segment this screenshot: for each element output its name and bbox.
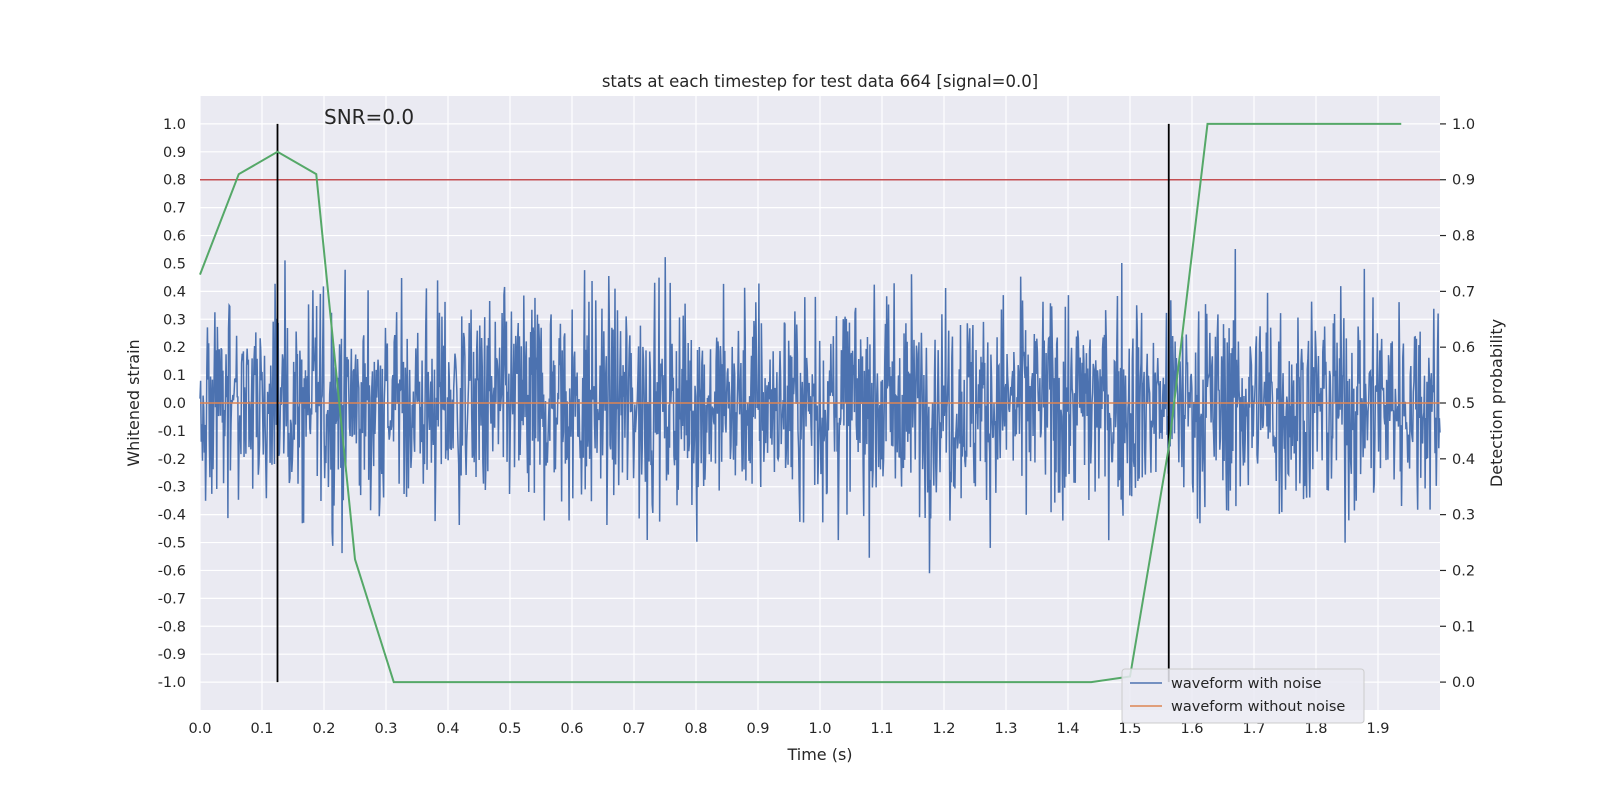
x-tick-label: 0.8 — [684, 721, 707, 737]
y2-tick-label: 1.0 — [1452, 117, 1475, 133]
y-tick-label: 0.1 — [163, 368, 186, 384]
y-tick-label: 0.3 — [163, 312, 186, 328]
x-tick-label: 1.5 — [1118, 721, 1141, 737]
x-tick-label: 1.0 — [808, 721, 831, 737]
series-detection-probability — [199, 122, 1402, 684]
x-tick-label: 0.1 — [250, 721, 273, 737]
y-tick-label: 0.2 — [163, 340, 186, 356]
y2-tick-label: 0.9 — [1452, 173, 1475, 189]
x-tick-label: 0.9 — [746, 721, 769, 737]
legend-box — [1121, 668, 1365, 724]
y-axis-ticks: 1.0 0.9 0.8 0.7 0.6 0.5 0.4 0.3 0.2 0.1 0.0 -0.1 -0.… — [158, 117, 186, 691]
y-tick-label: 0.7 — [163, 201, 186, 217]
y2-tick-label: 0.4 — [1452, 452, 1475, 468]
y2-axis-ticks: 1.0 0.9 0.8 0.7 0.6 0.5 0.4 0.3 0.2 0.1 0.0 — [1440, 117, 1475, 691]
y-tick-label: -0.3 — [158, 480, 186, 496]
x-tick-label: 1.9 — [1366, 721, 1389, 737]
x-tick-label: 0.0 — [188, 721, 211, 737]
y-tick-label: 0.6 — [163, 229, 186, 245]
x-tick-label: 1.8 — [1304, 721, 1327, 737]
legend-label-noise: waveform with noise — [1171, 676, 1322, 692]
y-tick-label: -1.0 — [158, 675, 186, 691]
y-tick-label: 1.0 — [163, 117, 186, 133]
noise-layer — [199, 248, 1441, 574]
y2-tick-label: 0.5 — [1452, 396, 1475, 412]
y2-tick-label: 0.8 — [1452, 229, 1475, 245]
y-tick-label: -0.7 — [158, 591, 186, 607]
x-tick-label: 1.1 — [870, 721, 893, 737]
x-tick-label: 1.2 — [932, 721, 955, 737]
x-tick-label: 0.4 — [436, 721, 459, 737]
x-tick-label: 0.7 — [622, 721, 645, 737]
y-tick-label: -0.9 — [158, 647, 186, 663]
y-tick-label: -0.4 — [158, 508, 186, 524]
x-tick-label: 0.5 — [498, 721, 521, 737]
vertical-markers — [276, 123, 1170, 683]
x-tick-label: 0.3 — [374, 721, 397, 737]
x-axis-ticks: 0.0 0.1 0.2 0.3 0.4 0.5 0.6 0.7 0.8 0.9 1.0 1.1 1.2 1… — [188, 721, 1389, 737]
x-tick-label: 1.4 — [1056, 721, 1079, 737]
y2-tick-label: 0.3 — [1452, 508, 1475, 524]
x-tick-label: 1.7 — [1242, 721, 1265, 737]
x-tick-label: 0.6 — [560, 721, 583, 737]
y-tick-label: -0.6 — [158, 563, 186, 579]
y-tick-label: 0.9 — [163, 145, 186, 161]
y-tick-label: -0.2 — [158, 452, 186, 468]
legend-label-clean: waveform without noise — [1171, 699, 1345, 715]
chart-title: stats at each timestep for test data 664… — [602, 72, 1038, 91]
y-tick-label: -0.5 — [158, 536, 186, 552]
y-tick-label: 0.4 — [163, 284, 186, 300]
y2-tick-label: 0.2 — [1452, 563, 1475, 579]
y-tick-label: 0.5 — [163, 256, 186, 272]
y-tick-label: -0.8 — [158, 619, 186, 635]
series-waveform-with-noise — [199, 248, 1441, 574]
y2-axis-label: Detection probability — [1487, 319, 1506, 487]
x-axis-label: Time (s) — [786, 745, 852, 764]
y-tick-label: -0.1 — [158, 424, 186, 440]
y2-tick-label: 0.1 — [1452, 619, 1475, 635]
y2-tick-label: 0.0 — [1452, 675, 1475, 691]
y2-tick-label: 0.7 — [1452, 284, 1475, 300]
y-tick-label: 0.8 — [163, 173, 186, 189]
y-tick-label: 0.0 — [163, 396, 186, 412]
x-tick-label: 1.6 — [1180, 721, 1203, 737]
y2-tick-label: 0.6 — [1452, 340, 1475, 356]
snr-annotation: SNR=0.0 — [324, 105, 414, 129]
x-tick-label: 0.2 — [312, 721, 335, 737]
x-tick-label: 1.3 — [994, 721, 1017, 737]
legend: waveform with noise waveform without noi… — [1121, 668, 1365, 724]
y-axis-label: Whitened strain — [124, 339, 143, 466]
